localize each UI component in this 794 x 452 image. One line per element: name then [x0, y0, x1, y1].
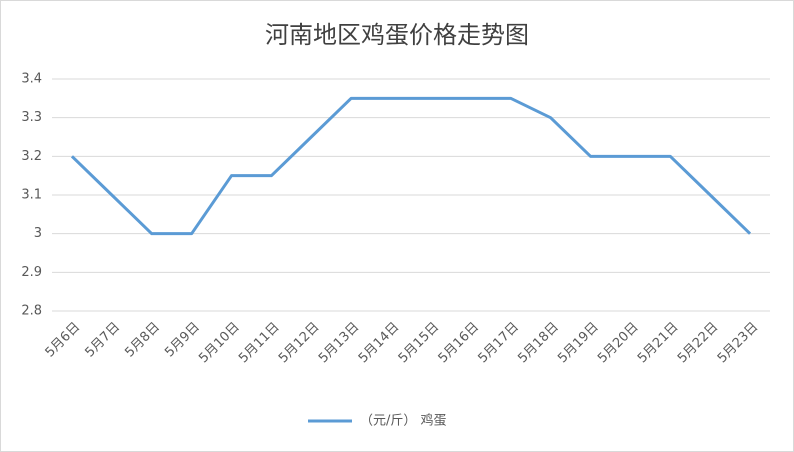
y-tick-label: 3.3: [21, 110, 42, 125]
y-tick-label: 2.9: [21, 265, 42, 280]
y-tick-label: 3.1: [21, 188, 42, 203]
legend-label: （元/斤） 鸡蛋: [360, 413, 447, 429]
y-tick-label: 2.8: [21, 304, 42, 319]
y-tick-label: 3: [34, 226, 42, 241]
y-tick-label: 3.2: [21, 149, 42, 164]
chart-title: 河南地区鸡蛋价格走势图: [265, 21, 529, 49]
series-line: [70, 96, 752, 236]
y-tick-label: 3.4: [21, 72, 42, 87]
